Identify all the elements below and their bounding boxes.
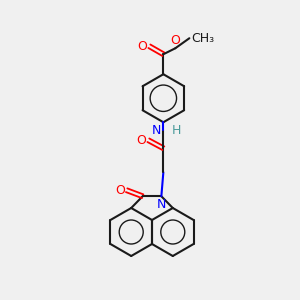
Text: CH₃: CH₃ <box>191 32 214 45</box>
Text: N: N <box>152 124 161 137</box>
Text: O: O <box>170 34 180 47</box>
Text: H: H <box>171 124 181 137</box>
Text: O: O <box>137 40 147 53</box>
Text: O: O <box>136 134 146 147</box>
Text: N: N <box>157 198 166 211</box>
Text: O: O <box>115 184 124 197</box>
